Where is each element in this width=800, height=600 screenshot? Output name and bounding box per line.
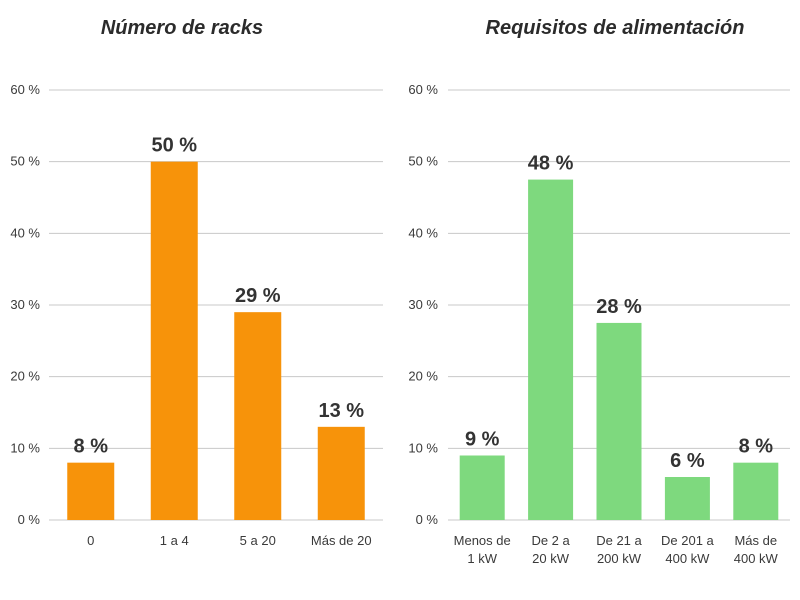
x-tick-label: 200 kW [597, 551, 642, 566]
bar [150, 161, 198, 520]
y-tick-label: 50 % [10, 154, 40, 169]
x-tick-label: 1 kW [467, 551, 497, 566]
x-tick-label: 400 kW [665, 551, 710, 566]
data-label: 8 % [74, 436, 109, 458]
bar [234, 312, 282, 520]
x-tick-label: 1 a 4 [160, 533, 189, 548]
data-label: 9 % [465, 429, 500, 451]
bar [317, 426, 365, 520]
x-tick-label: 400 kW [734, 551, 779, 566]
data-label: 29 % [235, 285, 281, 307]
x-tick-label: 20 kW [532, 551, 570, 566]
y-tick-label: 60 % [10, 82, 40, 97]
y-tick-label: 40 % [10, 225, 40, 240]
x-tick-label: Más de 20 [311, 533, 372, 548]
racks-chart-panel: Número de racks 0 % 10 % 20 % 30 % 40 % 50 % 6… [10, 17, 383, 548]
x-tick-label: 0 [87, 533, 94, 548]
y-tick-label: 20 % [408, 369, 438, 384]
y-tick-label: 10 % [10, 440, 40, 455]
data-label: 48 % [528, 153, 574, 175]
data-label: 13 % [318, 400, 364, 422]
y-tick-label: 10 % [408, 440, 438, 455]
y-tick-label: 0 % [416, 512, 439, 527]
y-tick-label: 30 % [10, 297, 40, 312]
bar [67, 462, 115, 520]
y-tick-label: 40 % [408, 225, 438, 240]
power-chart-panel: Requisitos de alimentación 0 % 10 % 20 % 30… [408, 17, 790, 566]
data-label: 50 % [151, 135, 197, 157]
power-chart-title: Requisitos de alimentación [486, 17, 745, 39]
data-label: 28 % [596, 296, 642, 318]
x-tick-label: 5 a 20 [240, 533, 276, 548]
data-label: 6 % [670, 450, 705, 472]
bar [733, 462, 779, 520]
bar [596, 322, 642, 520]
data-label: 8 % [739, 436, 774, 458]
y-tick-label: 20 % [10, 369, 40, 384]
racks-chart-title: Número de racks [101, 17, 263, 39]
x-tick-label: Más de [734, 533, 777, 548]
bar [664, 477, 710, 520]
bar [459, 455, 505, 520]
y-tick-label: 60 % [408, 82, 438, 97]
y-tick-label: 0 % [18, 512, 41, 527]
y-tick-label: 50 % [408, 154, 438, 169]
x-tick-label: Menos de [454, 533, 511, 548]
x-tick-label: De 2 a [531, 533, 570, 548]
x-tick-label: De 21 a [596, 533, 642, 548]
y-tick-label: 30 % [408, 297, 438, 312]
x-tick-label: De 201 a [661, 533, 715, 548]
bar [528, 179, 574, 521]
